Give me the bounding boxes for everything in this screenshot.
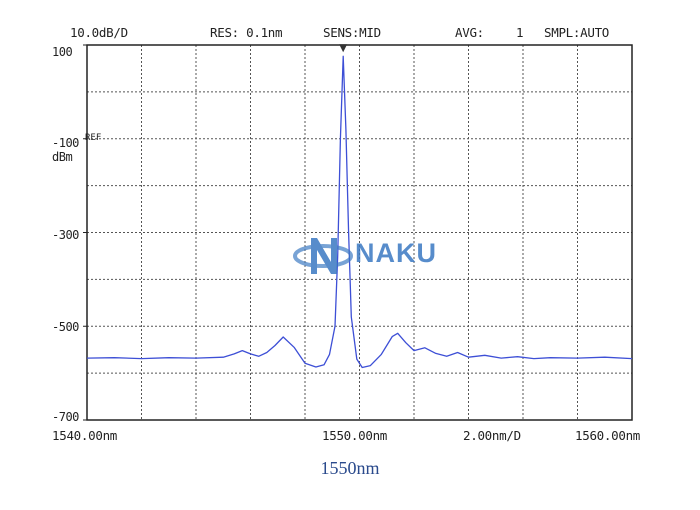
x-tick-label: 1550.00nm [322, 428, 388, 443]
peak-marker-icon [339, 44, 348, 53]
spectrum-trace [86, 55, 633, 369]
y-tick-label: -100 [52, 136, 79, 150]
scale-readout: 10.0dB/D [70, 25, 128, 40]
x-tick-label: 2.00nm/D [463, 428, 521, 443]
resolution-readout: RES: 0.1nm [210, 25, 283, 40]
sensitivity-readout: SENS:MID [323, 25, 381, 40]
y-tick-label: -500 [52, 320, 79, 334]
ref-marker-label: REF [85, 133, 102, 143]
wavelength-caption: 1550nm [320, 458, 380, 478]
sampling-readout: SMPL:AUTO [544, 25, 610, 40]
naku-logo: NAKU [293, 232, 493, 280]
x-tick-label: 1560.00nm [575, 428, 641, 443]
watermark-text: NAKU [355, 238, 437, 268]
naku-logo-icon [293, 238, 353, 274]
y-tick-label: -300 [52, 228, 79, 242]
ref-unit-label: dBm [52, 150, 73, 164]
average-label: AVG: [455, 25, 484, 40]
y-tick-label: -700 [52, 410, 79, 424]
x-tick-label: 1540.00nm [52, 428, 118, 443]
average-value: 1 [516, 25, 524, 40]
y-tick-label: 100 [52, 45, 73, 59]
